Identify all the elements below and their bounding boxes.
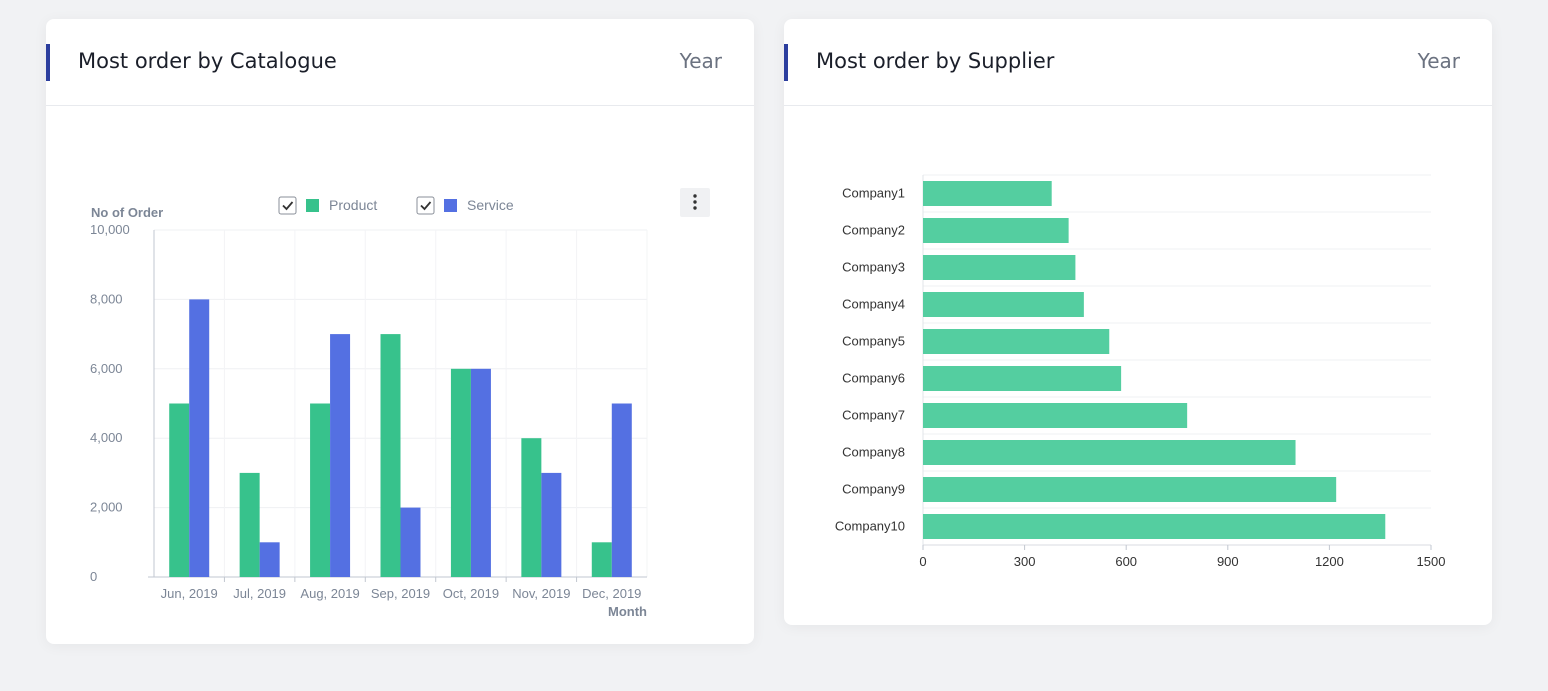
legend-checkbox[interactable] (278, 196, 297, 215)
supplier-bar[interactable] (923, 403, 1188, 428)
y-category-label: Company8 (842, 445, 905, 460)
y-category-label: Company2 (842, 223, 905, 238)
catalogue-bar-chart: 0 2,000 4,000 6,000 8,000 10,000 Jun, 2019 Jul,… (90, 188, 710, 619)
bar-product[interactable] (591, 542, 612, 577)
y-tick-label: 6,000 (90, 361, 123, 376)
x-tick-label: 1200 (1315, 554, 1344, 569)
y-tick-label: 0 (90, 569, 97, 584)
x-tick-label: 900 (1217, 554, 1239, 569)
bar-service[interactable] (541, 472, 562, 577)
y-tick-label: 2,000 (90, 500, 123, 515)
bar-service[interactable] (611, 403, 632, 578)
x-tick-label: 300 (1014, 554, 1036, 569)
supplier-card: Most order by Supplier Year Company1 Comp… (784, 19, 1492, 625)
accent-bar (46, 44, 50, 81)
supplier-bar[interactable] (923, 292, 1084, 317)
bar-service[interactable] (189, 299, 210, 577)
x-tick-label: Nov, 2019 (512, 586, 570, 601)
x-tick-label: Dec, 2019 (582, 586, 641, 601)
more-vertical-icon (693, 206, 697, 210)
x-tick-label: 600 (1115, 554, 1137, 569)
legend-swatch (306, 199, 319, 212)
legend-label: Product (329, 197, 377, 213)
check-icon (282, 201, 294, 211)
catalogue-card-header: Most order by Catalogue Year (46, 19, 754, 106)
bar-service[interactable] (470, 368, 491, 577)
legend-swatch (444, 199, 457, 212)
bar-product[interactable] (450, 368, 471, 577)
more-vertical-icon (693, 200, 697, 204)
supplier-bar[interactable] (923, 366, 1122, 391)
bar-product[interactable] (169, 403, 190, 578)
legend-item-product[interactable]: Product (278, 196, 377, 215)
card-title: Most order by Catalogue (78, 49, 337, 73)
x-tick-label: Oct, 2019 (443, 586, 499, 601)
y-tick-label: 10,000 (90, 222, 130, 237)
check-icon (420, 201, 432, 211)
bar-service[interactable] (400, 507, 421, 577)
x-axis-title: Month (608, 604, 647, 619)
accent-bar (784, 44, 788, 81)
bar-service[interactable] (330, 334, 351, 577)
supplier-bar[interactable] (923, 329, 1110, 354)
supplier-bar[interactable] (923, 477, 1337, 502)
supplier-bar[interactable] (923, 440, 1296, 465)
supplier-bar-chart: Company1 Company2 Company3 Company4 Company5… (835, 174, 1446, 569)
catalogue-card: Most order by Catalogue Year 0 2,000 4,000… (46, 19, 754, 644)
period-selector[interactable]: Year (679, 49, 722, 73)
supplier-bar[interactable] (923, 181, 1052, 206)
x-tick-label: Sep, 2019 (371, 586, 430, 601)
y-category-label: Company6 (842, 371, 905, 386)
more-vertical-icon (693, 194, 697, 198)
supplier-bar[interactable] (923, 514, 1386, 539)
y-category-label: Company7 (842, 408, 905, 423)
supplier-card-header: Most order by Supplier Year (784, 19, 1492, 106)
period-selector[interactable]: Year (1417, 49, 1460, 73)
x-tick-label: Jun, 2019 (161, 586, 218, 601)
y-category-label: Company3 (842, 260, 905, 275)
y-tick-label: 4,000 (90, 430, 123, 445)
card-title: Most order by Supplier (816, 49, 1055, 73)
y-axis-title: No of Order (91, 205, 163, 220)
legend-checkbox[interactable] (416, 196, 435, 215)
bar-product[interactable] (239, 472, 260, 577)
bar-product[interactable] (310, 403, 331, 578)
supplier-bar[interactable] (923, 255, 1076, 280)
chart-menu-button[interactable] (680, 188, 710, 217)
legend-item-service[interactable]: Service (416, 196, 514, 215)
x-tick-label: Aug, 2019 (300, 586, 359, 601)
x-tick-label: 1500 (1417, 554, 1446, 569)
y-category-label: Company5 (842, 334, 905, 349)
y-tick-label: 8,000 (90, 291, 123, 306)
bar-service[interactable] (259, 542, 280, 577)
x-tick-label: 0 (919, 554, 926, 569)
legend-label: Service (467, 197, 514, 213)
bar-product[interactable] (521, 438, 542, 577)
y-category-label: Company4 (842, 297, 905, 312)
bar-product[interactable] (380, 334, 401, 577)
y-category-label: Company10 (835, 519, 905, 534)
y-category-label: Company9 (842, 482, 905, 497)
x-tick-label: Jul, 2019 (233, 586, 286, 601)
supplier-bar[interactable] (923, 218, 1069, 243)
y-category-label: Company1 (842, 186, 905, 201)
